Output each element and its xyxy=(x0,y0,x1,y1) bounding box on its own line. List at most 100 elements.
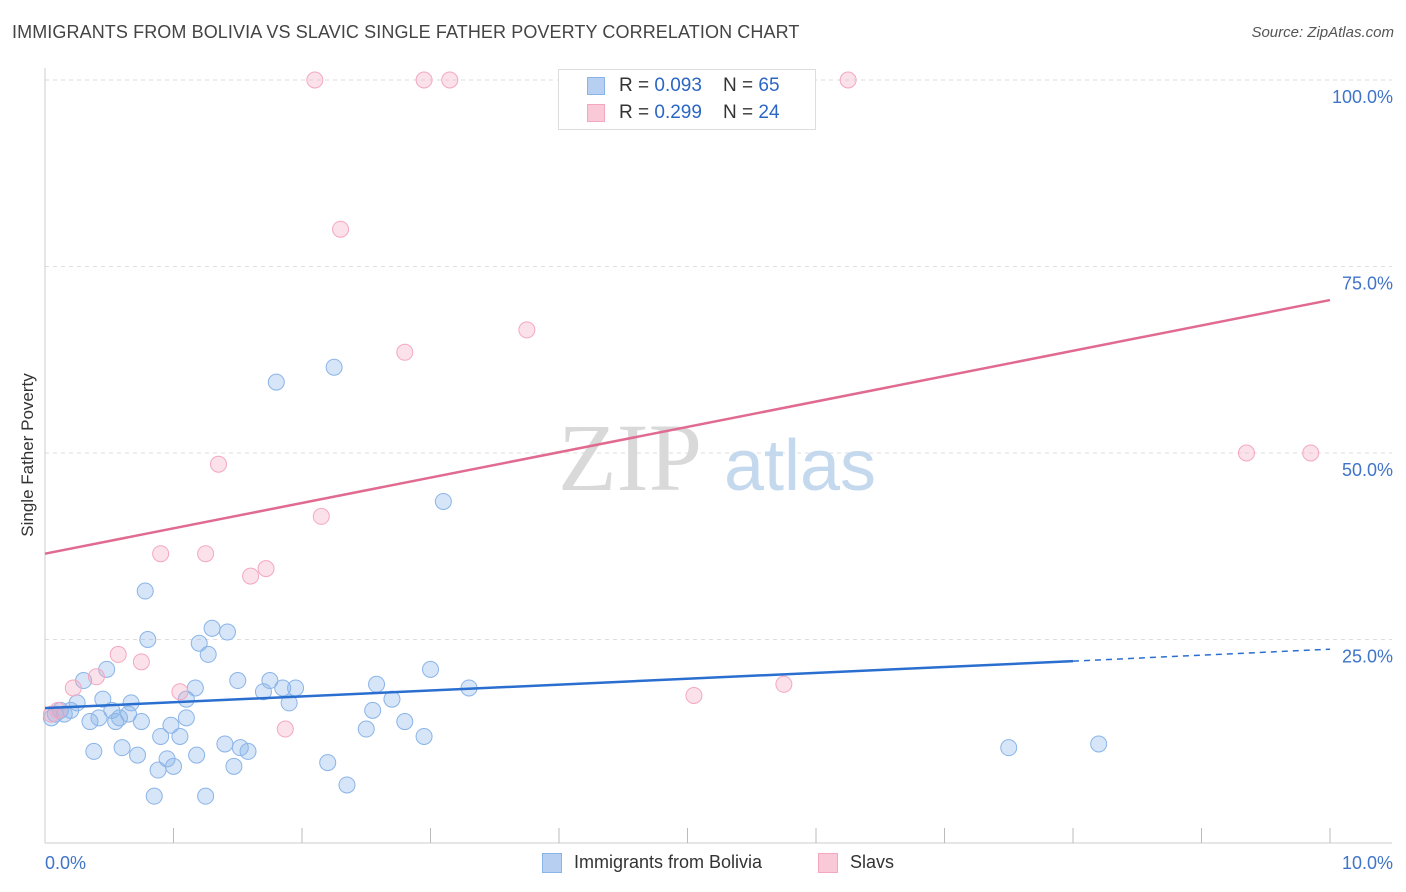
data-point-bolivia xyxy=(434,492,452,510)
data-point-slavs xyxy=(152,545,170,563)
correlation-legend: R = 0.093 N = 65 R = 0.299 N = 24 xyxy=(558,69,816,130)
bottom-legend-label-bolivia: Immigrants from Bolivia xyxy=(574,852,763,872)
data-point-bolivia xyxy=(368,675,386,693)
data-point-bolivia xyxy=(145,787,163,805)
data-point-bolivia xyxy=(152,727,170,745)
data-point-bolivia xyxy=(338,776,356,794)
data-point-bolivia xyxy=(216,735,234,753)
data-point-slavs xyxy=(209,455,227,473)
data-point-bolivia xyxy=(267,373,285,391)
bottom-legend-swatch-bolivia xyxy=(542,853,562,873)
data-point-bolivia xyxy=(280,694,298,712)
x-tick-label: 10.0% xyxy=(1342,853,1393,873)
tick-labels: 100.0% 75.0% 50.0% 25.0% 0.0% 10.0% xyxy=(45,87,1393,873)
data-point-bolivia xyxy=(325,358,343,376)
data-point-bolivia xyxy=(357,720,375,738)
data-point-bolivia xyxy=(136,582,154,600)
data-point-slavs xyxy=(441,71,459,89)
y-tick-label: 25.0% xyxy=(1342,647,1393,667)
data-point-slavs xyxy=(109,645,127,663)
trend-layer xyxy=(44,298,1331,710)
y-tick-label: 75.0% xyxy=(1342,274,1393,294)
data-point-slavs xyxy=(87,668,105,686)
data-point-bolivia xyxy=(364,701,382,719)
grid-layer xyxy=(45,79,1392,640)
data-point-bolivia xyxy=(203,619,221,637)
legend-text-bolivia: R = 0.093 N = 65 xyxy=(619,75,780,96)
data-point-slavs xyxy=(49,701,67,719)
data-point-bolivia xyxy=(239,742,257,760)
trend-line-bolivia-extension xyxy=(1072,648,1331,662)
data-point-slavs xyxy=(312,507,330,525)
x-tick-label: 0.0% xyxy=(45,853,86,873)
data-point-slavs xyxy=(396,343,414,361)
data-point-bolivia xyxy=(287,679,305,697)
data-point-slavs xyxy=(775,675,793,693)
watermark-atlas: atlas xyxy=(724,426,876,506)
data-point-bolivia xyxy=(68,694,86,712)
data-point-bolivia xyxy=(274,679,292,697)
data-point-bolivia xyxy=(415,727,433,745)
y-tick-label: 100.0% xyxy=(1332,87,1393,107)
data-point-bolivia xyxy=(231,739,249,757)
data-point-slavs xyxy=(276,720,294,738)
data-point-bolivia xyxy=(188,746,206,764)
data-point-bolivia xyxy=(132,713,150,731)
data-point-slavs xyxy=(1302,444,1320,462)
data-point-bolivia xyxy=(165,757,182,775)
y-tick-label: 50.0% xyxy=(1342,460,1393,480)
y-axis-label: Single Father Poverty xyxy=(18,373,37,537)
data-point-bolivia xyxy=(229,672,247,690)
data-point-bolivia xyxy=(190,634,208,652)
data-point-bolivia xyxy=(129,746,147,764)
data-point-slavs xyxy=(518,321,536,339)
data-point-bolivia xyxy=(139,631,157,648)
data-point-slavs xyxy=(197,545,215,563)
data-point-bolivia xyxy=(186,679,204,697)
legend-swatch-slavs xyxy=(587,104,605,122)
trend-line-slavs xyxy=(44,298,1331,555)
data-point-bolivia xyxy=(261,672,279,690)
data-point-bolivia xyxy=(396,713,414,731)
data-point-bolivia xyxy=(225,757,243,775)
data-point-bolivia xyxy=(171,727,189,745)
chart-source: Source: ZipAtlas.com xyxy=(1251,24,1394,41)
data-point-slavs xyxy=(332,220,350,238)
bottom-legend-label-slavs: Slavs xyxy=(850,852,895,872)
data-point-bolivia xyxy=(197,787,215,805)
data-point-slavs xyxy=(306,71,324,89)
data-point-bolivia xyxy=(94,690,112,708)
data-point-bolivia xyxy=(120,705,138,723)
data-point-bolivia xyxy=(319,754,337,772)
data-point-slavs xyxy=(1237,444,1255,462)
axis-layer xyxy=(44,68,1392,844)
data-point-bolivia xyxy=(422,660,439,678)
legend-text-slavs: R = 0.299 N = 24 xyxy=(619,102,780,123)
bottom-legend-swatch-slavs xyxy=(818,853,838,873)
data-point-bolivia xyxy=(199,645,217,663)
data-point-bolivia xyxy=(90,709,108,727)
watermark: ZIP atlas xyxy=(558,404,876,511)
data-point-slavs xyxy=(171,683,189,701)
chart-title: IMMIGRANTS FROM BOLIVIA VS SLAVIC SINGLE… xyxy=(12,22,800,42)
data-point-bolivia xyxy=(218,623,236,641)
data-point-bolivia xyxy=(111,709,129,727)
legend-swatch-bolivia xyxy=(587,77,605,95)
data-point-slavs xyxy=(64,679,82,697)
data-point-slavs xyxy=(685,686,703,704)
data-point-bolivia xyxy=(85,742,103,760)
data-point-slavs xyxy=(257,560,275,578)
data-point-bolivia xyxy=(177,709,195,727)
points-layer xyxy=(42,71,1320,805)
data-point-bolivia xyxy=(113,739,131,757)
trend-line-bolivia xyxy=(44,659,1074,710)
watermark-zip: ZIP xyxy=(558,404,702,511)
data-point-bolivia xyxy=(81,713,99,731)
data-point-bolivia xyxy=(1090,735,1108,753)
data-point-slavs xyxy=(839,71,857,89)
data-point-slavs xyxy=(132,653,150,671)
data-point-bolivia xyxy=(162,716,180,734)
data-point-slavs xyxy=(415,71,433,89)
data-point-slavs xyxy=(242,567,260,585)
